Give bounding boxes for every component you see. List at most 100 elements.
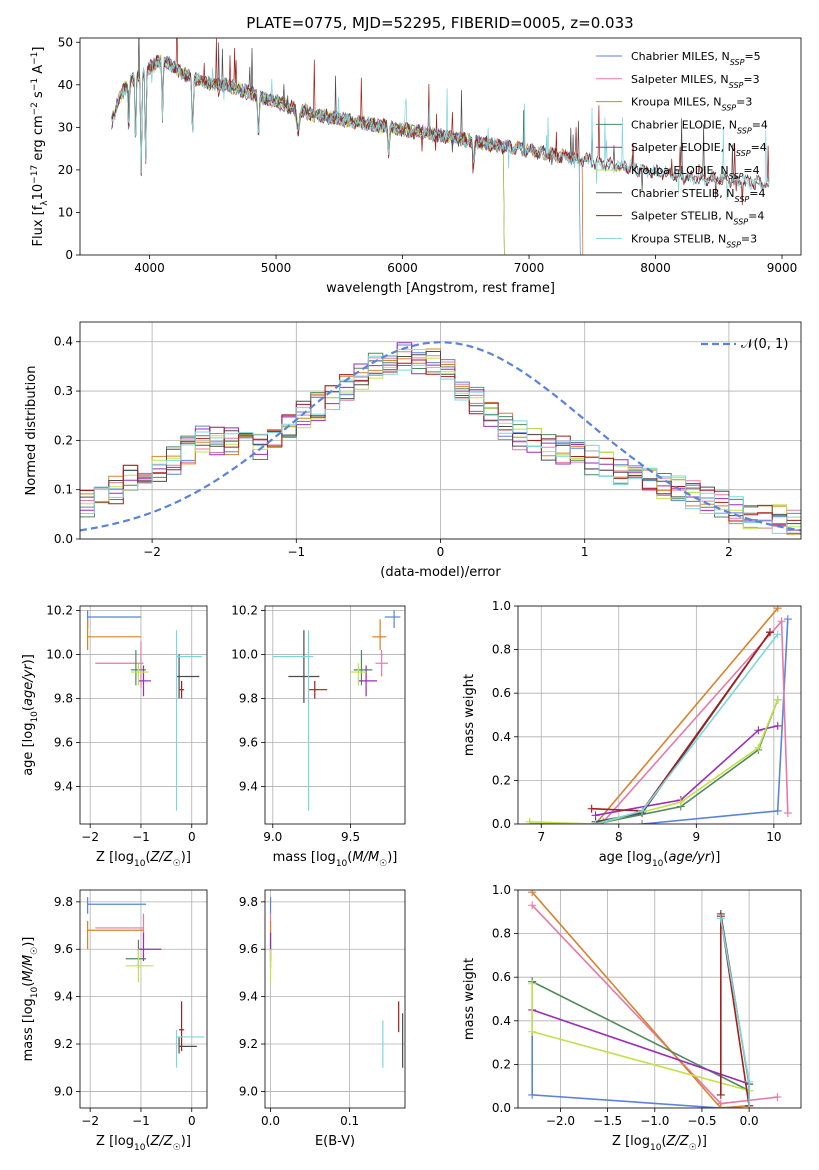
x-tick-label: 9.5 <box>341 830 360 844</box>
y-tick-label: 9.4 <box>239 990 258 1004</box>
x-tick-label: −1 <box>132 1114 150 1128</box>
legend-sub: SSP <box>729 172 744 181</box>
x-axis-label-part: ☉ <box>379 859 387 869</box>
x-axis-label-part: 10 <box>134 859 146 869</box>
y-tick-label: 0.2 <box>492 773 511 787</box>
axes-frame <box>264 889 406 1109</box>
plot-area-massweight_vs_Z <box>518 890 801 1108</box>
y-tick-label: 9.6 <box>54 736 73 750</box>
y-tick-label: 9.6 <box>239 736 258 750</box>
y-tick-label: 9.8 <box>239 895 258 909</box>
weight-line <box>531 980 750 1108</box>
x-axis-label-part: ( <box>661 1134 666 1149</box>
x-axis-label-part: ( <box>347 850 352 865</box>
x-axis-label-part: Z [log <box>612 1134 650 1149</box>
plot-area-age_vs_Z <box>80 606 207 824</box>
legend-value: =4 <box>749 187 765 200</box>
legend-label: Chabrier STELIB, N <box>631 187 735 200</box>
axes-frame <box>79 321 802 540</box>
x-tick-label: 6000 <box>387 261 418 275</box>
x-axis-label-part: 10 <box>652 859 664 869</box>
x-axis-label-part: ( <box>663 850 668 865</box>
x-axis-label-part: ( <box>145 1134 150 1149</box>
weight-marker <box>773 1093 782 1102</box>
y-axis-label-part: −2 <box>30 102 40 115</box>
weight-marker <box>528 890 537 897</box>
legend-entry: 𝒩(0, 1) <box>741 337 788 352</box>
y-tick-label: 9.2 <box>54 1037 73 1051</box>
weight-marker <box>773 695 782 704</box>
y-axis-label-part: A <box>31 65 46 78</box>
y-axis-label-part: Flux [f <box>31 205 46 246</box>
weight-marker <box>773 721 782 730</box>
x-axis-label-part: ☉ <box>689 1143 697 1153</box>
weight-marker <box>638 820 647 824</box>
legend-entry: Kroupa ELODIE, NSSP=4 <box>631 164 760 181</box>
y-axis-label-part: ( <box>21 706 36 711</box>
y-tick-label: 0.1 <box>54 483 73 497</box>
y-axis-label-part: erg cm <box>31 115 46 164</box>
x-axis-label-part: Z/Z <box>666 1134 690 1149</box>
x-axis-label-part: Z/Z <box>150 850 174 865</box>
x-axis-label-part: ☉ <box>173 859 181 869</box>
x-tick-label: 7 <box>537 830 545 844</box>
y-axis-label-part: M/M <box>21 955 36 982</box>
y-tick-label: 9.0 <box>54 1084 73 1098</box>
x-tick-label: 0.0 <box>261 1114 280 1128</box>
normal-reference-curve <box>80 341 801 532</box>
y-tick-label: 9.8 <box>239 691 258 705</box>
y-tick-label: 0.8 <box>492 643 511 657</box>
weight-marker <box>783 809 792 818</box>
spectrum-chabrier-elodie <box>111 56 505 255</box>
panel-mass_vs_Z: −2 −1 09.09.29.49.69.8Z [log10(Z/Z☉)]mass … <box>21 889 208 1153</box>
legend-label: Kroupa ELODIE, N <box>631 164 729 177</box>
legend-value: =3 <box>736 96 752 109</box>
weight-marker <box>745 1104 754 1108</box>
x-tick-label: −1 <box>132 830 150 844</box>
x-axis-label-part: M/M <box>352 850 379 865</box>
x-axis-label-part: age/yr <box>668 850 711 865</box>
x-axis-label-part: Z [log <box>96 1134 134 1149</box>
spectrum-kroupa-elodie <box>111 54 505 255</box>
weight-marker <box>777 617 786 626</box>
y-tick-label: 10.2 <box>231 603 258 617</box>
spectrum-salpeter-miles <box>111 56 584 255</box>
y-axis-label: mass [log10(M/M☉)] <box>21 937 40 1062</box>
legend-entry: Kroupa MILES, NSSP=3 <box>631 96 752 113</box>
x-axis-label-part: E(B-V) <box>315 1134 355 1149</box>
x-axis-label-part: 10 <box>650 1143 662 1153</box>
x-tick-label: 1 <box>581 545 589 559</box>
x-axis-label-part: 10 <box>134 1143 146 1153</box>
y-tick-label: 10.0 <box>46 647 73 661</box>
x-axis-label-part: ☉ <box>173 1143 181 1153</box>
weight-line <box>594 607 779 824</box>
y-tick-label: 0.2 <box>492 1057 511 1071</box>
weight-marker <box>754 743 763 752</box>
x-tick-label: 0 <box>437 545 445 559</box>
y-tick-label: 0 <box>65 248 73 262</box>
x-tick-label: 9.0 <box>263 830 282 844</box>
legend-sub: SSP <box>736 149 751 158</box>
histogram-kroupa-stelib <box>80 355 801 534</box>
weight-marker <box>716 1104 725 1108</box>
legend-value: =4 <box>743 164 759 177</box>
y-tick-label: 20 <box>58 163 73 177</box>
y-tick-label: 9.6 <box>54 942 73 956</box>
y-axis-label-part: mass [log <box>21 998 36 1061</box>
plot-area-mass_vs_Z <box>80 890 207 1108</box>
spectrum-kroupa-miles <box>111 57 584 255</box>
legend-value: =4 <box>751 141 767 154</box>
weight-marker <box>587 804 596 813</box>
x-tick-label: 8 <box>615 830 623 844</box>
x-axis-label-part: wavelength [Angstrom, rest frame] <box>326 281 555 296</box>
legend-sub: SSP <box>733 217 748 226</box>
y-tick-label: 0.0 <box>54 532 73 546</box>
weight-marker <box>525 817 534 824</box>
spectrum-chabrier-stelib <box>111 38 770 203</box>
weight-marker <box>716 1090 725 1099</box>
legend-sub: SSP <box>730 58 745 67</box>
legend-entry: Kroupa STELIB, NSSP=3 <box>631 232 757 249</box>
x-axis-label-part: 10 <box>336 859 348 869</box>
x-tick-label: 10 <box>766 830 781 844</box>
weight-marker <box>528 1027 537 1036</box>
